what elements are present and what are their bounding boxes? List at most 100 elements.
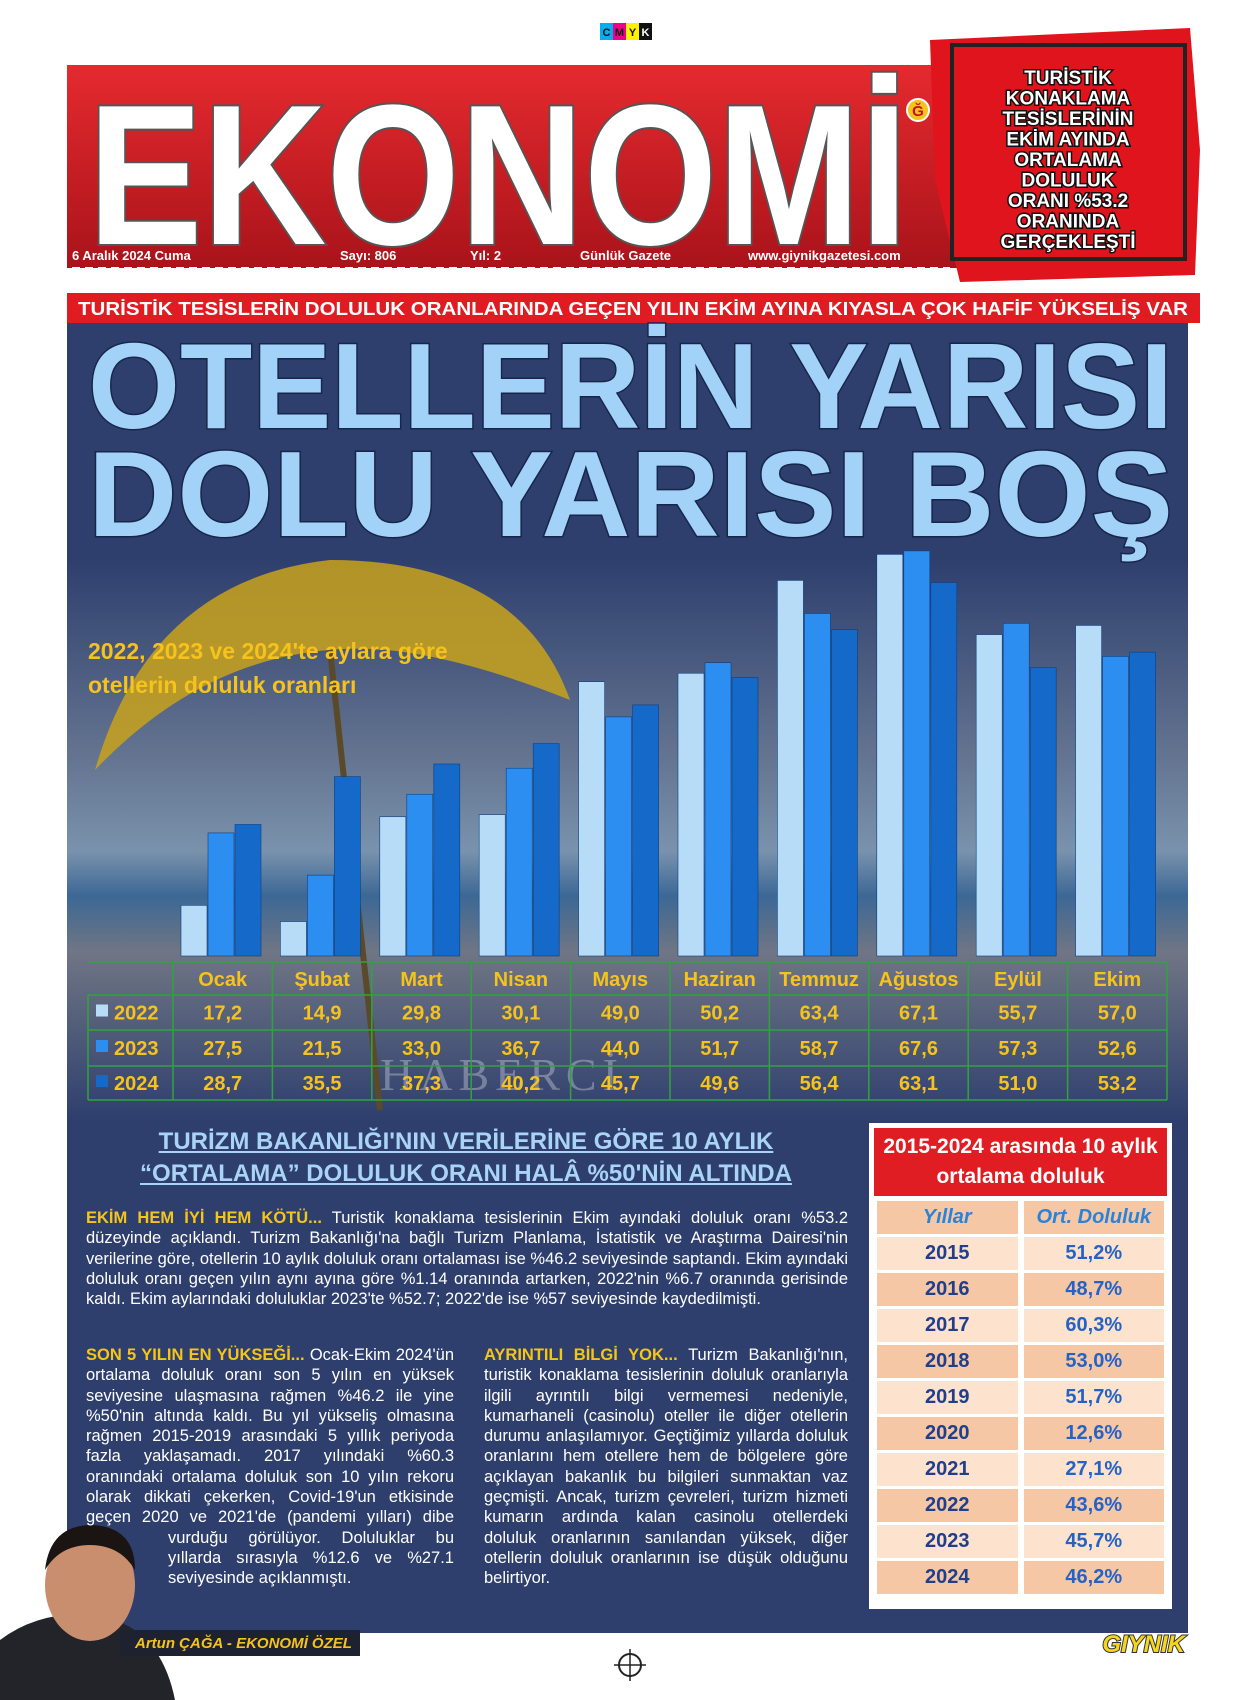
bar (831, 629, 858, 957)
bar (1029, 667, 1057, 957)
spacer (86, 1528, 168, 1618)
bar (1002, 623, 1030, 957)
headline: DOLU YARISI BOŞ (88, 426, 1173, 562)
cmyk-letter: C (603, 27, 611, 39)
value-label: 36,7 (501, 1038, 540, 1060)
table-row: 2024 46,2% (874, 1561, 1167, 1594)
bar (1102, 656, 1129, 957)
bar (731, 677, 759, 957)
article-lead: EKİM HEM İYİ HEM KÖTÜ... (86, 1209, 322, 1227)
sidebar-splash (930, 28, 1200, 282)
month-label: Ekim (1093, 969, 1141, 991)
table-cell: 48,7% (1023, 1273, 1164, 1306)
value-label: 29,8 (402, 1003, 441, 1025)
face (45, 1529, 135, 1641)
frequency: Günlük Gazete (580, 248, 671, 263)
bar (433, 763, 461, 957)
value-label: 67,6 (899, 1038, 938, 1060)
bar (234, 824, 262, 957)
value-label: 28,7 (203, 1073, 242, 1095)
date: 6 Aralık 2024 Cuma (72, 248, 192, 263)
table-cell: 2015 (877, 1237, 1018, 1270)
sidebar-line: TURİSTİK (1024, 68, 1112, 89)
value-label: 35,5 (303, 1073, 342, 1095)
value-label: 56,4 (800, 1073, 840, 1095)
table-cell: 51,7% (1023, 1381, 1164, 1414)
bar (876, 554, 904, 957)
cmyk-letter: M (615, 27, 624, 39)
brand: GIYNIK (1102, 1631, 1186, 1658)
bar (505, 767, 533, 957)
value-label: 51,7 (700, 1038, 739, 1060)
sidebar-line: EKİM AYINDA (1006, 130, 1129, 151)
year: Yıl: 2 (470, 248, 501, 263)
bar (180, 905, 208, 957)
table-row: 2019 51,7% (874, 1381, 1167, 1414)
value-label: 17,2 (203, 1003, 242, 1025)
kicker-band (67, 293, 1200, 323)
month-label: Mart (400, 969, 443, 991)
table-row: 2021 27,1% (874, 1453, 1167, 1486)
value-label: 63,1 (899, 1073, 938, 1095)
sidebar-frame (950, 43, 1187, 261)
watermark: HABERCİ (380, 1049, 624, 1100)
value-label: 49,0 (601, 1003, 640, 1025)
logo: Ğ (912, 102, 924, 120)
table-cell: 53,0% (1023, 1345, 1164, 1378)
table-title: 2015-2024 arasında 10 aylık ortalama dol… (874, 1128, 1167, 1196)
value-label: 40,2 (501, 1073, 540, 1095)
value-label: 58,7 (800, 1038, 839, 1060)
article-text: Turistik konaklama tesislerinin Ekim ayı… (86, 1209, 849, 1309)
hair (45, 1525, 135, 1570)
website: www.giynikgazetesi.com (747, 248, 901, 263)
logo-badge (906, 98, 930, 122)
umbrella (95, 560, 570, 770)
legend-label: 2024 (114, 1073, 159, 1095)
masthead-title: EKONOMİ (88, 64, 908, 287)
issue: Sayı: 806 (340, 248, 396, 263)
table-cell: 60,3% (1023, 1309, 1164, 1342)
bar (804, 613, 831, 957)
cmyk-letter: Y (629, 27, 637, 39)
table-row: 2020 12,6% (874, 1417, 1167, 1450)
value-label: 27,5 (203, 1038, 242, 1060)
bar (903, 550, 931, 957)
value-label: 37,3 (402, 1073, 441, 1095)
month-label: Nisan (494, 969, 548, 991)
value-label: 21,5 (303, 1038, 342, 1060)
bar (930, 582, 958, 957)
table-cell: 2019 (877, 1381, 1018, 1414)
value-label: 44,0 (601, 1038, 640, 1060)
table-cell: 12,6% (1023, 1417, 1164, 1450)
bar (704, 662, 732, 957)
value-label: 50,2 (700, 1003, 739, 1025)
header-cell: Yıllar (877, 1201, 1018, 1234)
kicker: TURİSTİK TESİSLERİN DOLULUK ORANLARINDA … (78, 299, 1188, 319)
table-row: 2023 45,7% (874, 1525, 1167, 1558)
month-label: Temmuz (779, 969, 859, 991)
bar (975, 634, 1003, 957)
month-label: Mayıs (593, 969, 649, 991)
value-label: 63,4 (800, 1003, 840, 1025)
table-cell: 2018 (877, 1345, 1018, 1378)
bar (532, 743, 560, 957)
table-cell: 2023 (877, 1525, 1018, 1558)
table-cell: 2021 (877, 1453, 1018, 1486)
byline: Artun ÇAĞA - EKONOMİ ÖZEL (134, 1634, 352, 1652)
sidebar-line: TESİSLERİNİN (1003, 109, 1134, 130)
bar (207, 832, 235, 957)
value-label: 53,2 (1098, 1073, 1137, 1095)
cmyk-letter: K (642, 27, 650, 39)
print-mark (600, 23, 652, 40)
legend-swatch (96, 1075, 108, 1087)
bar (307, 874, 334, 957)
value-label: 55,7 (998, 1003, 1037, 1025)
chart: HABERCİ Ocak Şubat Mart Nisan Mayıs Haziran Tem… (87, 550, 1168, 1101)
article-text: Turizm Bakanlığı'nın, turistik konaklama… (484, 1346, 848, 1588)
chart-title: 2022, 2023 ve 2024'te aylara göre otelle… (88, 638, 448, 698)
headline: OTELLERİN YARISI (88, 318, 1173, 454)
table-cell: 2017 (877, 1309, 1018, 1342)
table-body: Yıllar Ort. Doluluk 2015 51,2% 2016 48,7% 20… (869, 1201, 1172, 1594)
bar (1075, 625, 1102, 957)
